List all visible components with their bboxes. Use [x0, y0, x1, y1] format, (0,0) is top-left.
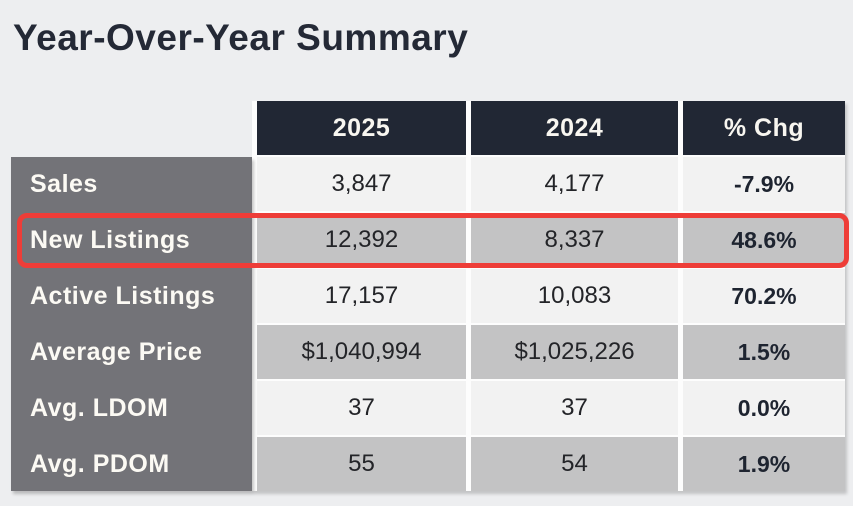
- cell-new-listings-2024: 8,337: [471, 213, 678, 267]
- cell-avg-pdom-2024: 54: [471, 437, 678, 491]
- row-header-column: [11, 157, 252, 491]
- cell-active-listings-2024: 10,083: [471, 269, 678, 323]
- row-label-sales: Sales: [30, 169, 98, 198]
- cell-average-price-2024: $1,025,226: [471, 325, 678, 379]
- cell-average-price-2025: $1,040,994: [257, 325, 466, 379]
- row-label-average-price: Average Price: [30, 337, 203, 366]
- cell-avg-pdom-chg: 1.9%: [683, 437, 845, 491]
- cell-sales-2024: 4,177: [471, 157, 678, 211]
- column-header-chg: % Chg: [683, 101, 845, 155]
- cell-new-listings-chg: 48.6%: [683, 213, 845, 267]
- cell-avg-ldom-chg: 0.0%: [683, 381, 845, 435]
- row-label-new-listings: New Listings: [30, 225, 191, 254]
- row-label-avg-pdom: Avg. PDOM: [30, 449, 170, 478]
- cell-sales-2025: 3,847: [257, 157, 466, 211]
- cell-active-listings-chg: 70.2%: [683, 269, 845, 323]
- cell-avg-ldom-2025: 37: [257, 381, 466, 435]
- row-label-active-listings: Active Listings: [30, 281, 216, 310]
- cell-sales-chg: -7.9%: [683, 157, 845, 211]
- column-header-2024: 2024: [471, 101, 678, 155]
- cell-new-listings-2025: 12,392: [257, 213, 466, 267]
- cell-avg-ldom-2024: 37: [471, 381, 678, 435]
- cell-average-price-chg: 1.5%: [683, 325, 845, 379]
- column-header-2025: 2025: [257, 101, 466, 155]
- row-label-avg-ldom: Avg. LDOM: [30, 393, 169, 422]
- cell-avg-pdom-2025: 55: [257, 437, 466, 491]
- page-title: Year-Over-Year Summary: [13, 17, 469, 58]
- yoy-summary-table: 2025 2024% Chg Sales 3,847 4,177 -7.9% New Lis…: [11, 101, 849, 491]
- cell-active-listings-2025: 17,157: [257, 269, 466, 323]
